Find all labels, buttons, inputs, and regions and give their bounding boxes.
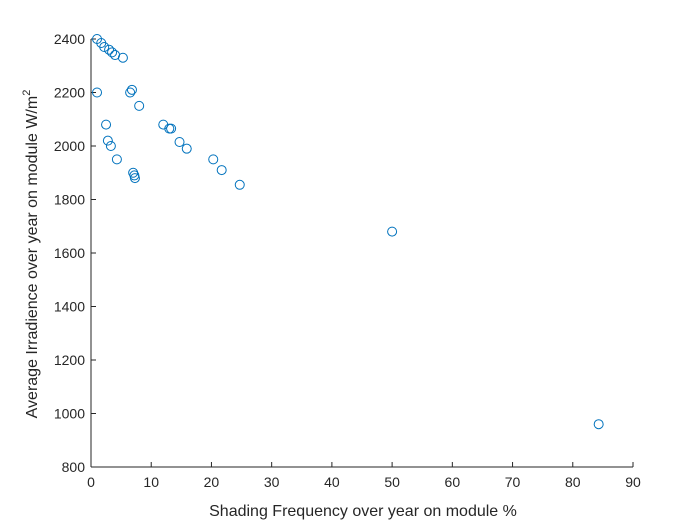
data-point [129,173,140,184]
data-points [92,34,604,430]
y-tick-label: 1800 [54,192,85,208]
data-point [125,87,136,98]
x-tick-label: 30 [264,474,280,490]
y-tick-label: 1000 [54,406,85,422]
data-point [234,179,245,190]
x-tick-label: 0 [87,474,95,490]
data-point [216,165,227,176]
x-tick-label: 20 [204,474,220,490]
x-tick-label: 80 [565,474,581,490]
x-tick-label: 70 [505,474,521,490]
data-point [111,154,122,165]
data-point [208,154,219,165]
data-point [105,141,116,151]
data-point [102,135,113,146]
y-tick-label: 1600 [54,245,85,261]
x-tick-label: 50 [384,474,400,490]
data-point [593,419,604,430]
data-point [126,84,137,95]
y-tick-label: 2000 [54,138,85,154]
x-tick-label: 90 [625,474,641,490]
y-axis-label: Average Irradience over year on module W… [21,90,41,419]
data-point [181,143,192,154]
y-axis-label-main: Average Irradience over year on module W… [24,96,41,419]
data-point [117,52,128,63]
y-tick-label: 1400 [54,299,85,315]
y-tick-label: 2200 [54,85,85,101]
data-point [99,42,110,53]
data-point [104,44,115,55]
data-point [134,100,145,111]
y-tick-label: 800 [62,459,86,475]
x-tick-label: 40 [324,474,340,490]
data-point [387,226,398,237]
x-tick-label: 10 [143,474,159,490]
y-tick-label: 2400 [54,31,85,47]
axes [90,39,633,468]
data-point [166,123,177,134]
data-point [107,47,118,58]
data-point [92,87,103,98]
y-tick-label: 1200 [54,352,85,368]
x-axis-label: Shading Frequency over year on module % [209,503,517,520]
x-tick-label: 60 [445,474,461,490]
data-point [101,119,112,130]
ticks: 0 10 20 30 40 50 60 70 80 90 800 1000 1200 1400 1600 18… [54,31,641,490]
y-axis-label-superscript: 2 [21,90,33,96]
data-point [174,136,185,147]
